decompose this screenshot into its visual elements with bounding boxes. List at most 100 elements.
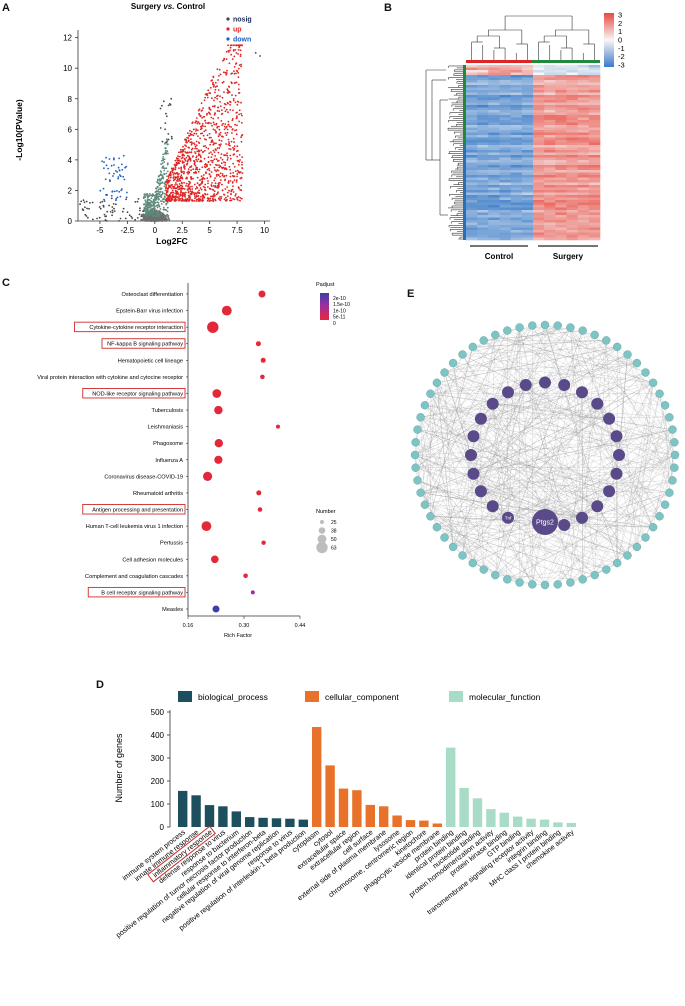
heatmap-cell <box>466 117 478 121</box>
network-edge <box>444 372 673 481</box>
heatmap-cell <box>588 105 601 108</box>
heatmap-cell <box>544 90 556 93</box>
volcano-point <box>200 188 203 191</box>
volcano-point <box>212 195 215 198</box>
heatmap-cell <box>577 97 590 101</box>
volcano-point <box>193 142 195 145</box>
volcano-point <box>211 188 214 191</box>
heatmap-cell <box>577 217 590 221</box>
volcano-point <box>116 190 118 192</box>
volcano-point <box>237 196 240 198</box>
heatmap-cell <box>477 220 489 223</box>
volcano-point <box>178 155 181 158</box>
heatmap-cell <box>488 165 500 168</box>
heatmap-cell <box>533 77 545 81</box>
volcano-point <box>193 143 196 146</box>
volcano-point <box>185 198 188 201</box>
volcano-x-tick-label: 0 <box>153 226 158 235</box>
volcano-point <box>84 206 86 209</box>
heatmap-cell <box>555 162 567 166</box>
volcano-point <box>191 188 194 190</box>
volcano-point <box>202 134 205 137</box>
heatmap-cell <box>488 92 500 96</box>
heatmap-cell <box>588 137 601 141</box>
network-outer-node <box>553 580 562 589</box>
volcano-point <box>113 158 115 161</box>
volcano-point <box>176 191 179 194</box>
heatmap-cell <box>510 137 523 141</box>
volcano-point <box>196 129 199 132</box>
volcano-point <box>203 177 206 180</box>
volcano-point <box>222 136 224 138</box>
heatmap-cell <box>566 147 578 151</box>
volcano-point <box>165 183 167 186</box>
heatmap-cell <box>466 100 478 103</box>
go-legend: biological_process cellular_component mo… <box>178 691 541 702</box>
heatmap-cell <box>499 137 511 141</box>
volcano-point <box>184 148 186 150</box>
network-edge <box>420 417 438 528</box>
volcano-point <box>183 168 186 170</box>
volcano-point <box>240 197 243 200</box>
volcano-point <box>232 191 235 193</box>
volcano-point <box>203 99 206 102</box>
heatmap-cell <box>521 130 534 133</box>
network-outer-node <box>632 358 642 368</box>
volcano-point <box>162 156 165 158</box>
volcano-point <box>207 182 209 185</box>
volcano-point <box>120 189 123 192</box>
heatmap-cell <box>533 122 545 126</box>
network-edge <box>582 491 610 580</box>
heatmap-cell <box>499 150 511 153</box>
heatmap-cell <box>499 115 511 118</box>
network-edge <box>417 480 618 564</box>
volcano-point <box>225 134 228 137</box>
heatmap-cell <box>510 210 523 213</box>
network-edge <box>420 417 654 528</box>
volcano-point <box>187 189 190 191</box>
volcano-point <box>240 121 243 124</box>
heatmap-cell <box>588 162 601 166</box>
volcano-point <box>151 195 154 198</box>
volcano-point <box>198 108 201 111</box>
volcano-point <box>228 165 231 168</box>
heatmap-cell <box>577 135 590 138</box>
heatmap-cell <box>510 217 523 221</box>
volcano-point <box>164 122 167 124</box>
heatmap-cell <box>466 190 478 193</box>
volcano-point <box>153 215 155 218</box>
heatmap-cell <box>466 160 478 163</box>
heatmap-cell <box>588 87 601 91</box>
volcano-point <box>232 162 235 165</box>
heatmap-cell <box>510 70 523 73</box>
heatmap-cell <box>588 150 601 153</box>
volcano-point <box>232 146 234 149</box>
volcano-point <box>185 140 188 142</box>
heatmap-cell <box>566 125 578 128</box>
volcano-point <box>187 140 190 143</box>
volcano-point <box>166 213 169 216</box>
volcano-point <box>223 193 225 196</box>
heatmap-cell <box>544 152 556 156</box>
heatmap-cell <box>588 95 601 98</box>
heatmap-cell <box>566 220 578 223</box>
volcano-x-tick-label: -2.5 <box>120 226 134 235</box>
heatmap-cell <box>521 142 534 146</box>
volcano-point <box>229 175 232 178</box>
volcano-point <box>161 140 164 143</box>
heatmap-cell <box>555 200 567 203</box>
volcano-point <box>182 194 184 197</box>
heatmap-cell <box>477 70 489 73</box>
network-edge <box>414 327 571 456</box>
network-outer-node <box>413 425 422 434</box>
volcano-y-tick-label: 6 <box>68 125 73 134</box>
volcano-point <box>234 44 236 47</box>
volcano-point <box>214 198 217 201</box>
volcano-point <box>169 186 172 189</box>
volcano-point <box>167 175 170 178</box>
network-edge <box>444 340 607 373</box>
heatmap-cell <box>488 97 500 101</box>
heatmap-cell <box>477 112 489 116</box>
volcano-point <box>219 199 222 202</box>
volcano-point <box>214 88 217 91</box>
